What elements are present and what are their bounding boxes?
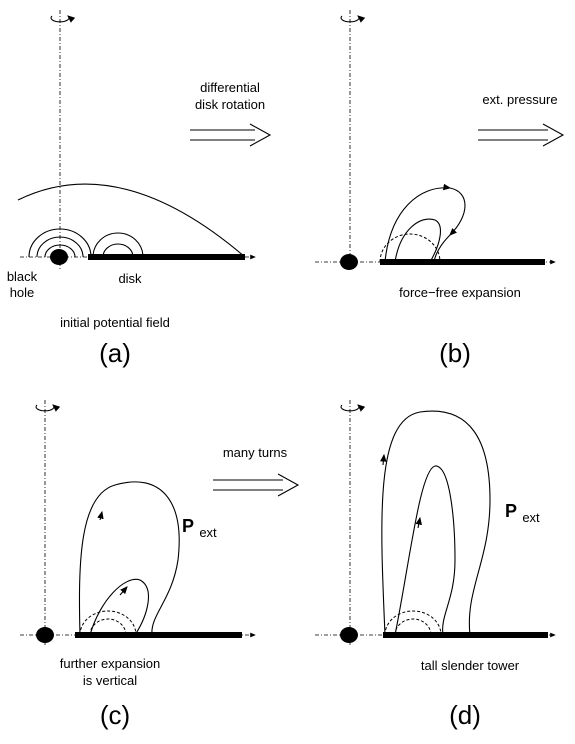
panel-d: P ext tall slender tower (d) — [315, 400, 555, 730]
field-arrow — [120, 587, 127, 595]
panel-label: (d) — [449, 700, 481, 730]
panel-a: black hole disk initial potential field … — [7, 10, 255, 368]
arrow-label: disk rotation — [195, 97, 265, 112]
caption: initial potential field — [60, 315, 170, 330]
pressure-symbol: P — [182, 516, 194, 536]
pressure-subscript: ext — [522, 510, 540, 525]
disk — [383, 632, 548, 638]
caption: force−free expansion — [399, 285, 521, 300]
transition-arrow: many turns — [213, 445, 298, 496]
initial-field — [80, 611, 136, 635]
caption: tall slender tower — [421, 658, 520, 673]
field-loop — [382, 411, 490, 635]
disk — [88, 254, 245, 260]
field-loop — [395, 219, 440, 262]
field-arrow — [100, 512, 102, 520]
arrow — [478, 124, 563, 146]
annotation: disk — [118, 271, 142, 286]
caption: further expansion — [60, 656, 160, 671]
panel-label: (c) — [100, 700, 130, 730]
panel-c: P ext further expansion is vertical (c) — [20, 400, 255, 730]
pressure-subscript: ext — [199, 525, 217, 540]
transition-arrow: ext. pressure — [478, 92, 563, 146]
field-loop — [79, 482, 179, 635]
field-loop — [93, 233, 143, 257]
arrow-label: many turns — [223, 445, 288, 460]
field-arrow — [418, 518, 420, 528]
pressure-symbol: P — [505, 501, 517, 521]
arrow — [213, 474, 298, 496]
annotation: black — [7, 269, 38, 284]
black-hole — [340, 627, 358, 643]
field-arrow — [383, 455, 384, 465]
initial-field — [385, 611, 441, 635]
panel-b: force−free expansion (b) — [315, 10, 555, 368]
arrow — [190, 124, 270, 146]
annotation: hole — [10, 285, 35, 300]
disk — [75, 632, 242, 638]
black-hole — [36, 627, 54, 643]
field-line — [18, 184, 245, 257]
panel-label: (a) — [99, 338, 131, 368]
transition-arrow: differential disk rotation — [190, 80, 270, 146]
diagram: black hole disk initial potential field … — [0, 0, 575, 739]
caption: is vertical — [83, 673, 137, 688]
field-loop — [90, 579, 148, 635]
disk — [380, 259, 545, 265]
arrow-label: differential — [200, 80, 260, 95]
field-loop — [395, 466, 455, 635]
arrow-label: ext. pressure — [482, 92, 557, 107]
panel-label: (b) — [439, 338, 471, 368]
black-hole — [340, 254, 358, 270]
black-hole — [50, 249, 68, 265]
